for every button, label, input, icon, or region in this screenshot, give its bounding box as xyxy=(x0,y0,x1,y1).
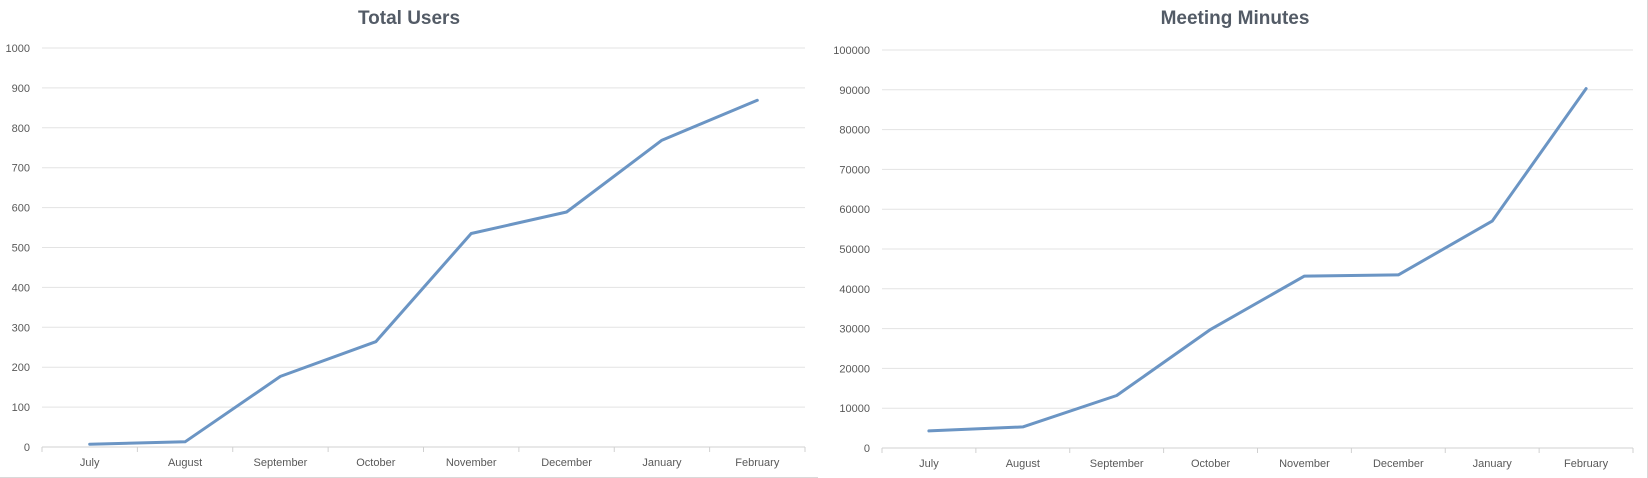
line-chart-total-users: 0 100 200 300 400 500 600 700 800 900 1000 July Augu… xyxy=(6,43,806,469)
y-tick-label: 30000 xyxy=(839,324,870,336)
y-tick-label: 800 xyxy=(12,123,30,135)
y-tick-label: 10000 xyxy=(839,403,870,415)
x-tick-label: November xyxy=(446,457,497,469)
x-tick-label: August xyxy=(168,457,202,469)
y-tick-label: 100000 xyxy=(833,45,870,57)
x-tick-label: October xyxy=(356,457,395,469)
y-tick-label: 40000 xyxy=(839,284,870,296)
series-line xyxy=(88,98,759,446)
x-tick-label: July xyxy=(80,457,100,469)
chart-title: Total Users xyxy=(357,8,461,29)
y-tick-label: 400 xyxy=(12,282,30,294)
y-tick-label: 80000 xyxy=(839,125,870,137)
y-tick-label: 90000 xyxy=(839,85,870,97)
y-tick-label: 20000 xyxy=(839,363,870,375)
x-tick-label: February xyxy=(1564,458,1609,470)
y-tick-label: 70000 xyxy=(839,164,870,176)
chart-panel-meeting-minutes: Meeting Minutes 0 10000 20000 30000 40000 500… xyxy=(822,0,1648,478)
x-tick-label: December xyxy=(541,457,592,469)
y-tick-label: 300 xyxy=(12,322,30,334)
y-tick-label: 700 xyxy=(12,163,30,175)
x-tick-label: December xyxy=(1373,458,1424,470)
y-tick-label: 600 xyxy=(12,203,30,215)
line-chart-meeting-minutes: 0 10000 20000 30000 40000 50000 60000 70000 8000… xyxy=(833,45,1634,470)
x-tick-label: July xyxy=(919,458,939,470)
y-tick-label: 60000 xyxy=(839,204,870,216)
y-tick-label: 1000 xyxy=(6,43,30,55)
x-tick-label: January xyxy=(642,457,682,469)
y-tick-label: 0 xyxy=(24,442,30,454)
x-tick-label: September xyxy=(254,457,308,469)
x-tick-label: August xyxy=(1006,458,1040,470)
y-tick-label: 50000 xyxy=(839,244,870,256)
x-tick-label: November xyxy=(1279,458,1330,470)
y-tick-label: 0 xyxy=(864,443,870,455)
y-tick-label: 200 xyxy=(12,362,30,374)
x-tick-label: February xyxy=(735,457,780,469)
x-tick-label: January xyxy=(1473,458,1513,470)
x-tick-label: October xyxy=(1191,458,1230,470)
y-tick-label: 100 xyxy=(12,402,30,414)
series-line xyxy=(927,87,1588,433)
x-tick-label: September xyxy=(1090,458,1144,470)
chart-title: Meeting Minutes xyxy=(1160,8,1310,29)
chart-panel-total-users: Total Users 0 100 200 300 400 500 600 700 800 900… xyxy=(0,0,818,478)
y-tick-label: 500 xyxy=(12,243,30,255)
y-tick-label: 900 xyxy=(12,83,30,95)
